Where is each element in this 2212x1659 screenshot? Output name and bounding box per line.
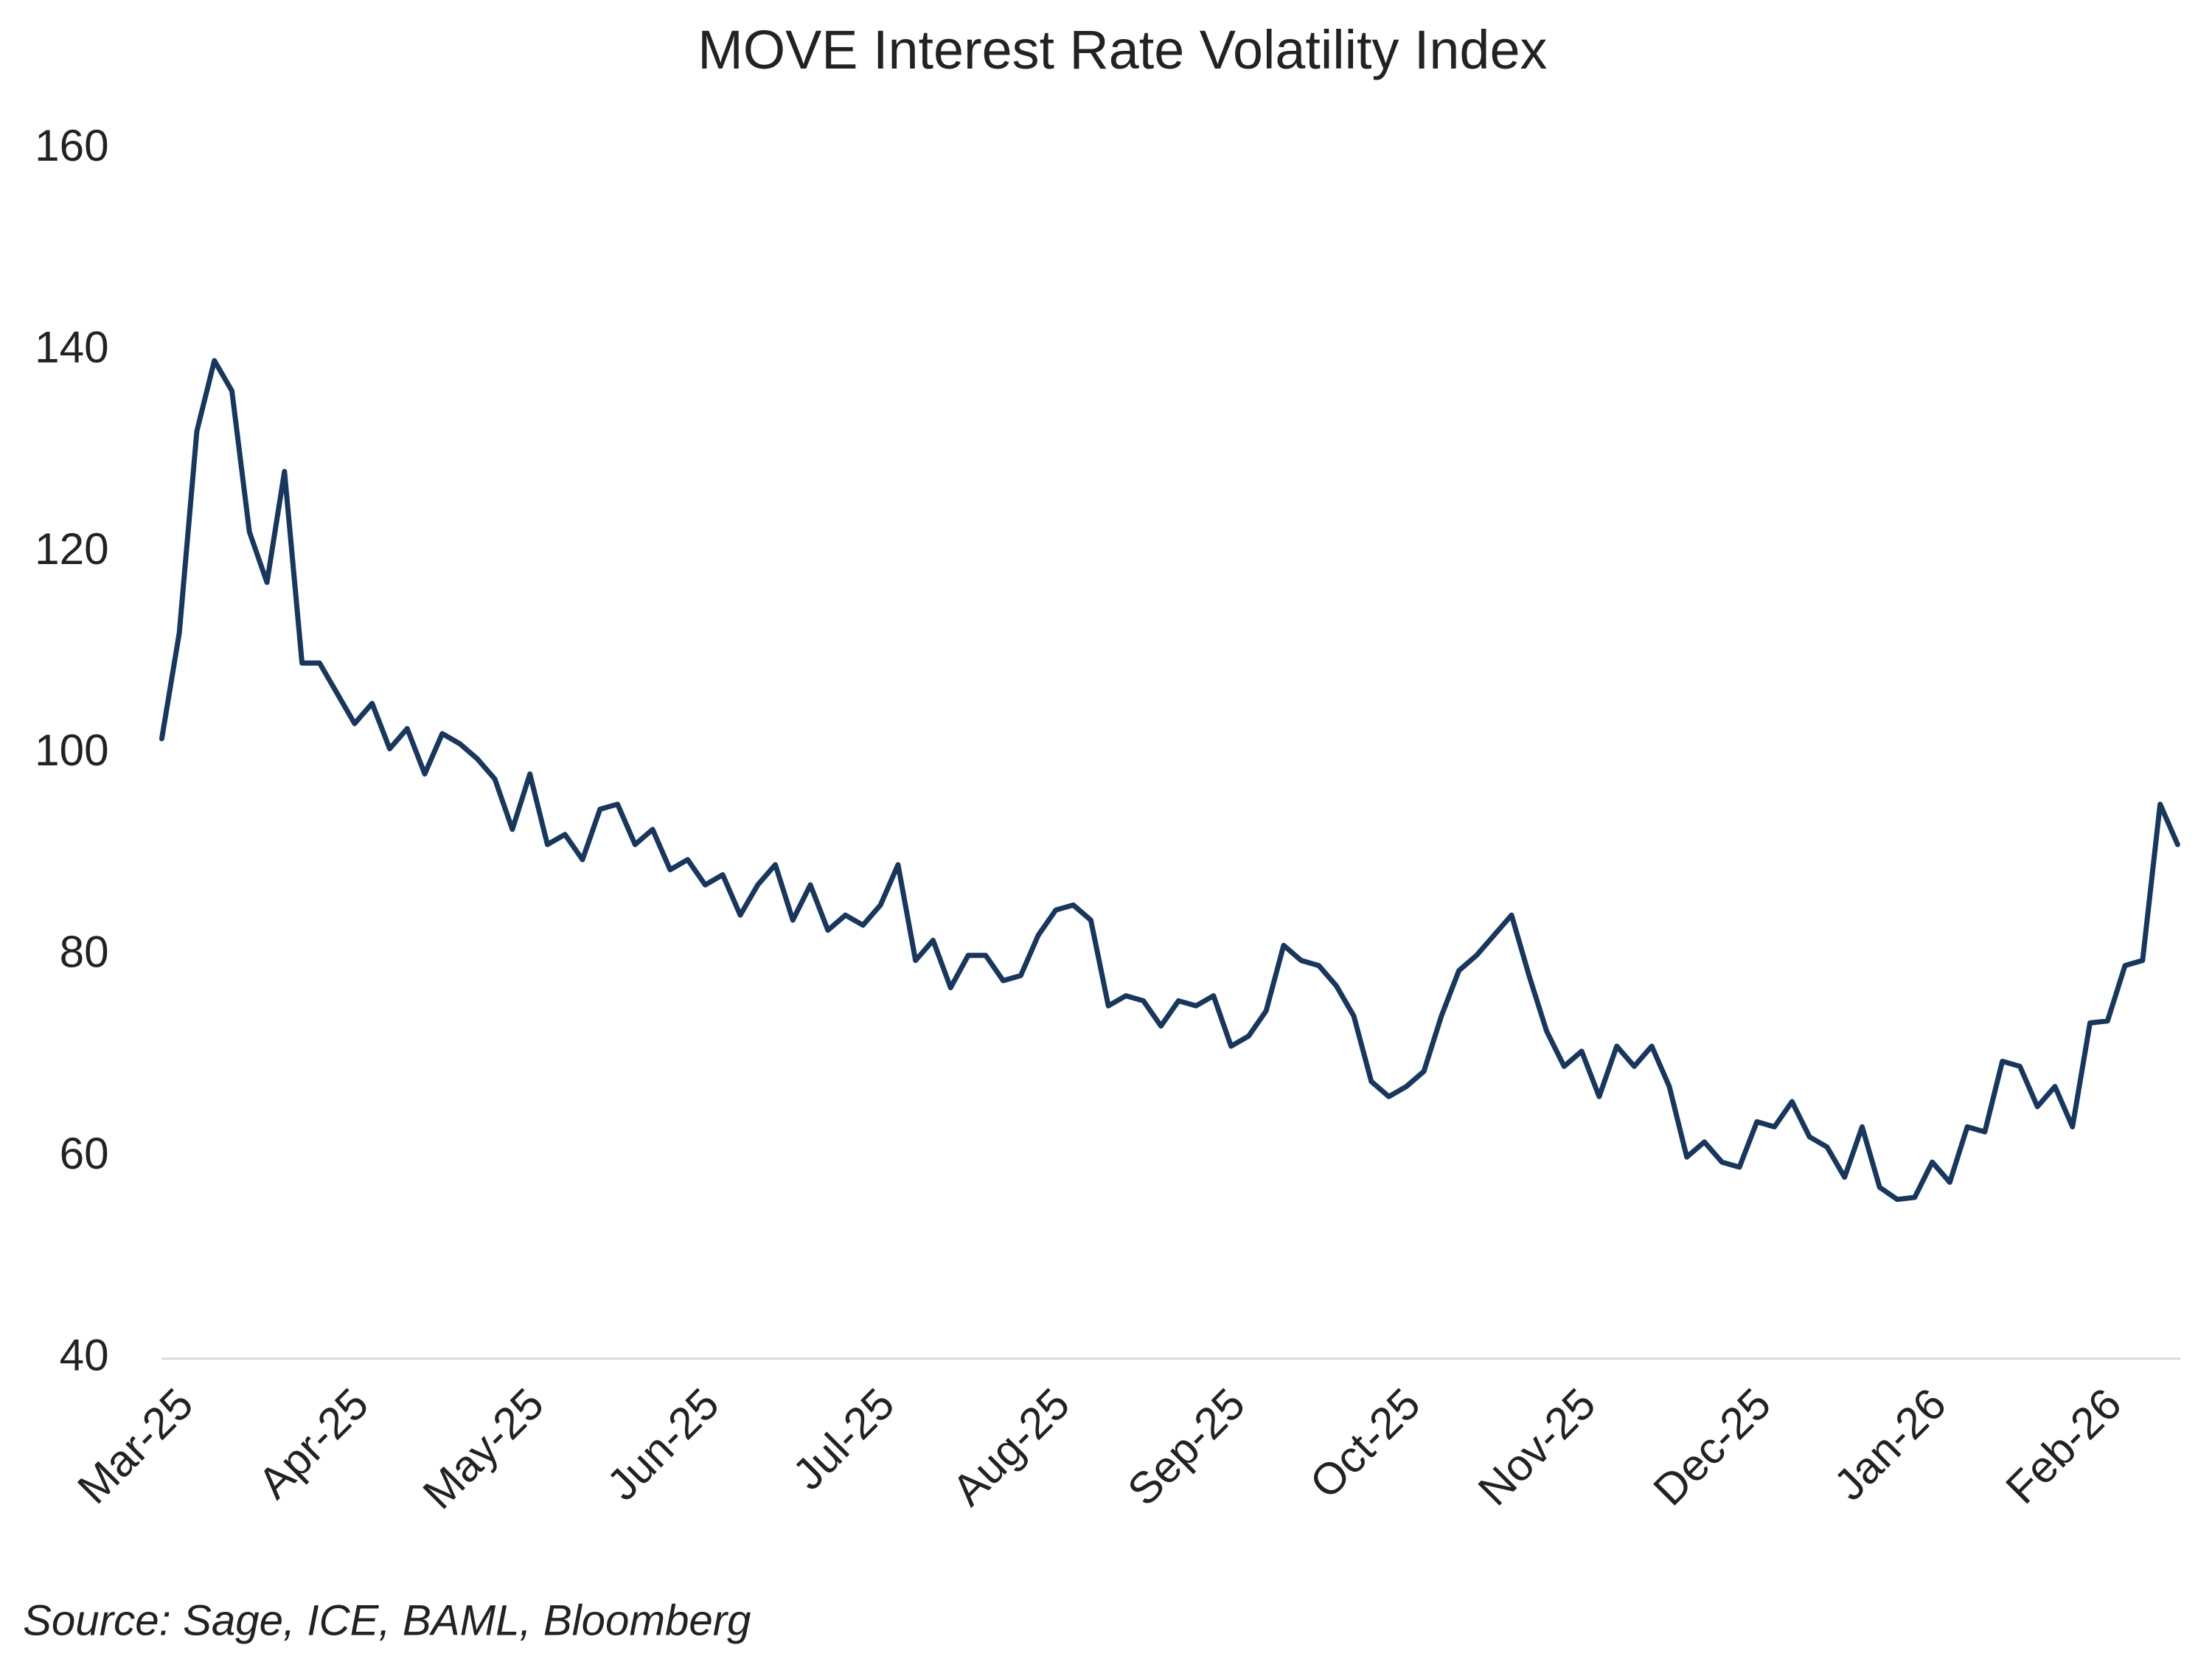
x-tick-label: Mar-25	[69, 1379, 203, 1513]
x-tick-label: Apr-25	[248, 1379, 378, 1508]
x-tick-label: Jul-25	[783, 1379, 903, 1499]
y-tick-label: 120	[35, 524, 108, 574]
source-note: Source: Sage, ICE, BAML, Bloomberg	[23, 1596, 751, 1644]
y-tick-label: 160	[35, 121, 108, 170]
y-tick-label: 80	[60, 928, 109, 977]
x-tick-label: Jun-25	[597, 1379, 728, 1510]
x-tick-label: Oct-25	[1301, 1379, 1430, 1508]
chart-title: MOVE Interest Rate Volatility Index	[698, 19, 1547, 80]
x-tick-label: Nov-25	[1469, 1379, 1605, 1515]
x-tick-label: Jan-26	[1825, 1379, 1956, 1510]
y-tick-label: 140	[35, 322, 108, 372]
y-tick-label: 100	[35, 726, 108, 775]
x-tick-label: Feb-26	[1997, 1379, 2131, 1513]
x-tick-label: May-25	[414, 1379, 553, 1518]
x-tick-label: Aug-25	[943, 1379, 1079, 1515]
y-tick-label: 40	[60, 1331, 109, 1380]
data-line	[159, 358, 2180, 1203]
x-tick-label: Sep-25	[1118, 1379, 1254, 1515]
y-tick-label: 60	[60, 1129, 109, 1178]
x-tick-label: Dec-25	[1644, 1379, 1781, 1515]
